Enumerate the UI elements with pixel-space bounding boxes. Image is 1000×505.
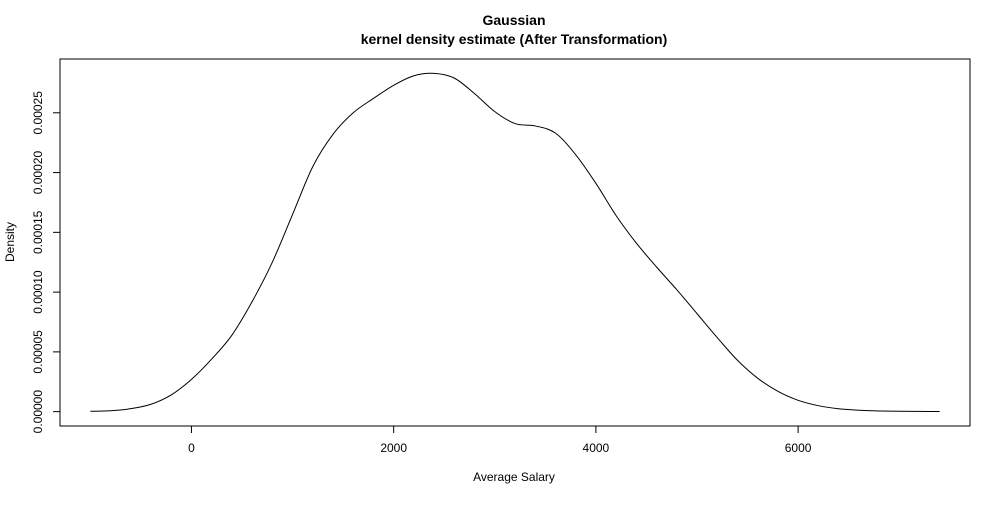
density-curve-0 [90,72,940,413]
y-tick-label-2: 0.00010 [31,270,45,314]
x-axis: 0 2000 4000 6000 [188,426,812,455]
plot-frame [59,58,971,427]
x-tick-label-1: 2000 [380,441,407,455]
y-tick-label-5: 0.00025 [31,91,45,135]
x-tick-label-2: 4000 [583,441,610,455]
y-axis-title: Density [3,222,17,262]
y-tick-label-4: 0.00020 [31,151,45,195]
series-layer [90,72,940,413]
x-axis-title: Average Salary [473,470,555,484]
chart-title: Gaussian [482,12,545,28]
x-tick-label-3: 6000 [785,441,812,455]
y-axis: 0.00000 0.00005 0.00010 0.00015 0.00020 0.000… [31,91,60,434]
y-tick-label-1: 0.00005 [31,330,45,374]
x-tick-label-0: 0 [188,441,195,455]
y-tick-label-3: 0.00015 [31,210,45,254]
y-tick-label-0: 0.00000 [31,390,45,434]
chart-subtitle: kernel density estimate (After Transform… [361,31,668,47]
